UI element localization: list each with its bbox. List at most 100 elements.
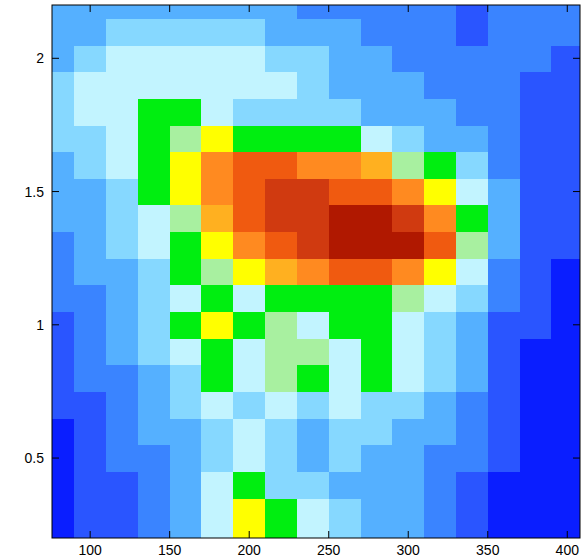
heat-cell [551, 232, 580, 259]
heat-cell [170, 205, 202, 232]
heat-cell [392, 72, 424, 99]
heat-cell [106, 18, 138, 45]
heat-cell [520, 445, 552, 472]
heat-cell [201, 338, 233, 365]
heat-cell [329, 5, 361, 19]
heat-cell [52, 18, 75, 45]
heat-cell [106, 72, 138, 99]
heat-cell [424, 98, 456, 125]
heat-cell [106, 125, 138, 152]
heat-cell [520, 391, 552, 418]
heat-cell [170, 178, 202, 205]
heat-cell [138, 72, 170, 99]
heat-cell [361, 365, 393, 392]
heat-cell [520, 5, 552, 19]
heat-cell [74, 365, 106, 392]
heat-cell [138, 18, 170, 45]
heat-cell [329, 285, 361, 312]
heat-cell [551, 418, 580, 445]
chart: 1001502002503003504000.511.52 [0, 0, 587, 560]
heat-cell [551, 338, 580, 365]
x-tick-top [487, 5, 488, 12]
heat-cell [170, 418, 202, 445]
heat-cell [170, 232, 202, 259]
heat-cell [52, 498, 75, 538]
heat-cell [74, 5, 106, 19]
heat-cell [74, 391, 106, 418]
heat-cell [52, 232, 75, 259]
x-tick-label: 100 [78, 542, 102, 558]
heat-cell [106, 178, 138, 205]
heat-cell [456, 45, 488, 72]
heat-cell [456, 5, 488, 19]
heat-cell [265, 338, 297, 365]
heat-cell [361, 72, 393, 99]
heat-cell [361, 338, 393, 365]
heat-cell [456, 418, 488, 445]
heat-cell [488, 125, 520, 152]
heat-cell [201, 418, 233, 445]
heat-cell [201, 45, 233, 72]
heat-cell [74, 285, 106, 312]
heat-cell [201, 98, 233, 125]
heat-cell [456, 258, 488, 285]
heat-cell [201, 125, 233, 152]
heat-cell [265, 18, 297, 45]
heat-cell [361, 125, 393, 152]
heat-cell [297, 391, 329, 418]
heat-cell [488, 18, 520, 45]
heat-cell [106, 311, 138, 338]
heat-cell [392, 418, 424, 445]
heat-cell [52, 365, 75, 392]
heat-cell [329, 498, 361, 538]
heat-cell [201, 498, 233, 538]
heat-cell [392, 98, 424, 125]
heat-cell [424, 258, 456, 285]
heat-cell [265, 45, 297, 72]
heat-cell [106, 45, 138, 72]
heat-cell [551, 45, 580, 72]
heat-cell [201, 72, 233, 99]
heat-cell [74, 152, 106, 179]
heat-cell [201, 391, 233, 418]
heat-cell [520, 418, 552, 445]
heat-cell [392, 152, 424, 179]
heat-cell [265, 205, 297, 232]
heat-cell [488, 498, 520, 538]
heat-cell [551, 152, 580, 179]
heat-cell [297, 205, 329, 232]
heat-cell [201, 471, 233, 498]
heat-cell [74, 98, 106, 125]
heat-cell [424, 445, 456, 472]
heat-cell [233, 5, 265, 19]
heat-cell [520, 98, 552, 125]
heat-cell [106, 471, 138, 498]
heat-cell [74, 178, 106, 205]
y-tick [52, 324, 59, 325]
heat-cell [329, 391, 361, 418]
heat-cell [233, 152, 265, 179]
heat-cell [392, 18, 424, 45]
heat-cell [52, 391, 75, 418]
heat-cell [297, 285, 329, 312]
heat-cell [297, 178, 329, 205]
heat-cell [424, 365, 456, 392]
heat-cell [74, 72, 106, 99]
heat-cell [265, 98, 297, 125]
heat-cell [265, 258, 297, 285]
heat-cell [361, 18, 393, 45]
heat-cell [392, 311, 424, 338]
heat-cell [170, 365, 202, 392]
heat-cell [74, 45, 106, 72]
heat-cell [201, 232, 233, 259]
heat-cell [265, 418, 297, 445]
heat-cell [329, 365, 361, 392]
heat-cell [74, 445, 106, 472]
heat-cell [392, 445, 424, 472]
heat-cell [170, 5, 202, 19]
heat-cell [106, 232, 138, 259]
y-tick-right [573, 58, 580, 59]
heat-cell [170, 18, 202, 45]
heat-cell [456, 232, 488, 259]
heat-cell [297, 498, 329, 538]
